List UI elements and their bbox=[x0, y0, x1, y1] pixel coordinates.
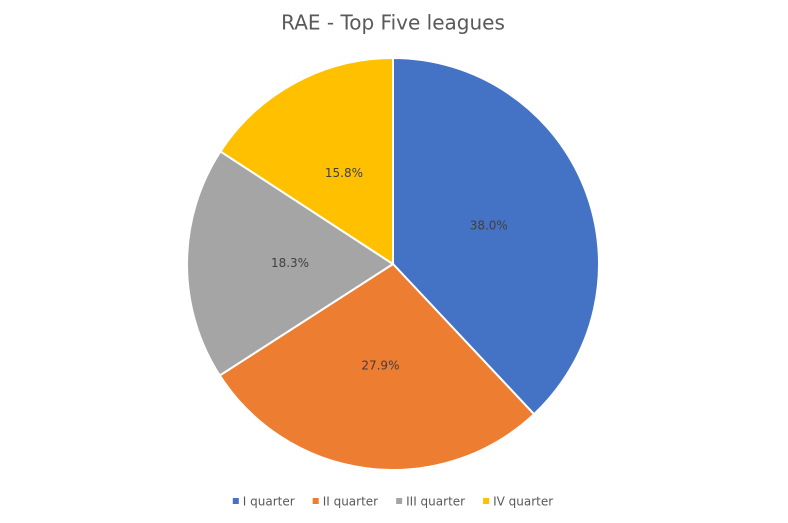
legend-label: II quarter bbox=[323, 495, 378, 509]
pie-slice bbox=[219, 56, 394, 266]
pie-slice bbox=[392, 56, 600, 416]
legend-swatch bbox=[312, 498, 319, 504]
legend-label: III quarter bbox=[406, 495, 465, 509]
data-label: 27.9% bbox=[361, 359, 399, 373]
pie-slice bbox=[186, 150, 395, 377]
data-label: 18.3% bbox=[271, 256, 309, 270]
legend-swatch bbox=[232, 498, 239, 504]
pie-slice bbox=[218, 262, 536, 471]
legend-swatch bbox=[483, 498, 490, 504]
data-label: 15.8% bbox=[325, 166, 363, 180]
legend-label: IV quarter bbox=[493, 495, 553, 509]
chart-title: RAE - Top Five leagues bbox=[281, 11, 505, 35]
legend-swatch bbox=[396, 498, 403, 504]
data-label: 38.0% bbox=[470, 219, 508, 233]
legend-label: I quarter bbox=[243, 495, 295, 509]
